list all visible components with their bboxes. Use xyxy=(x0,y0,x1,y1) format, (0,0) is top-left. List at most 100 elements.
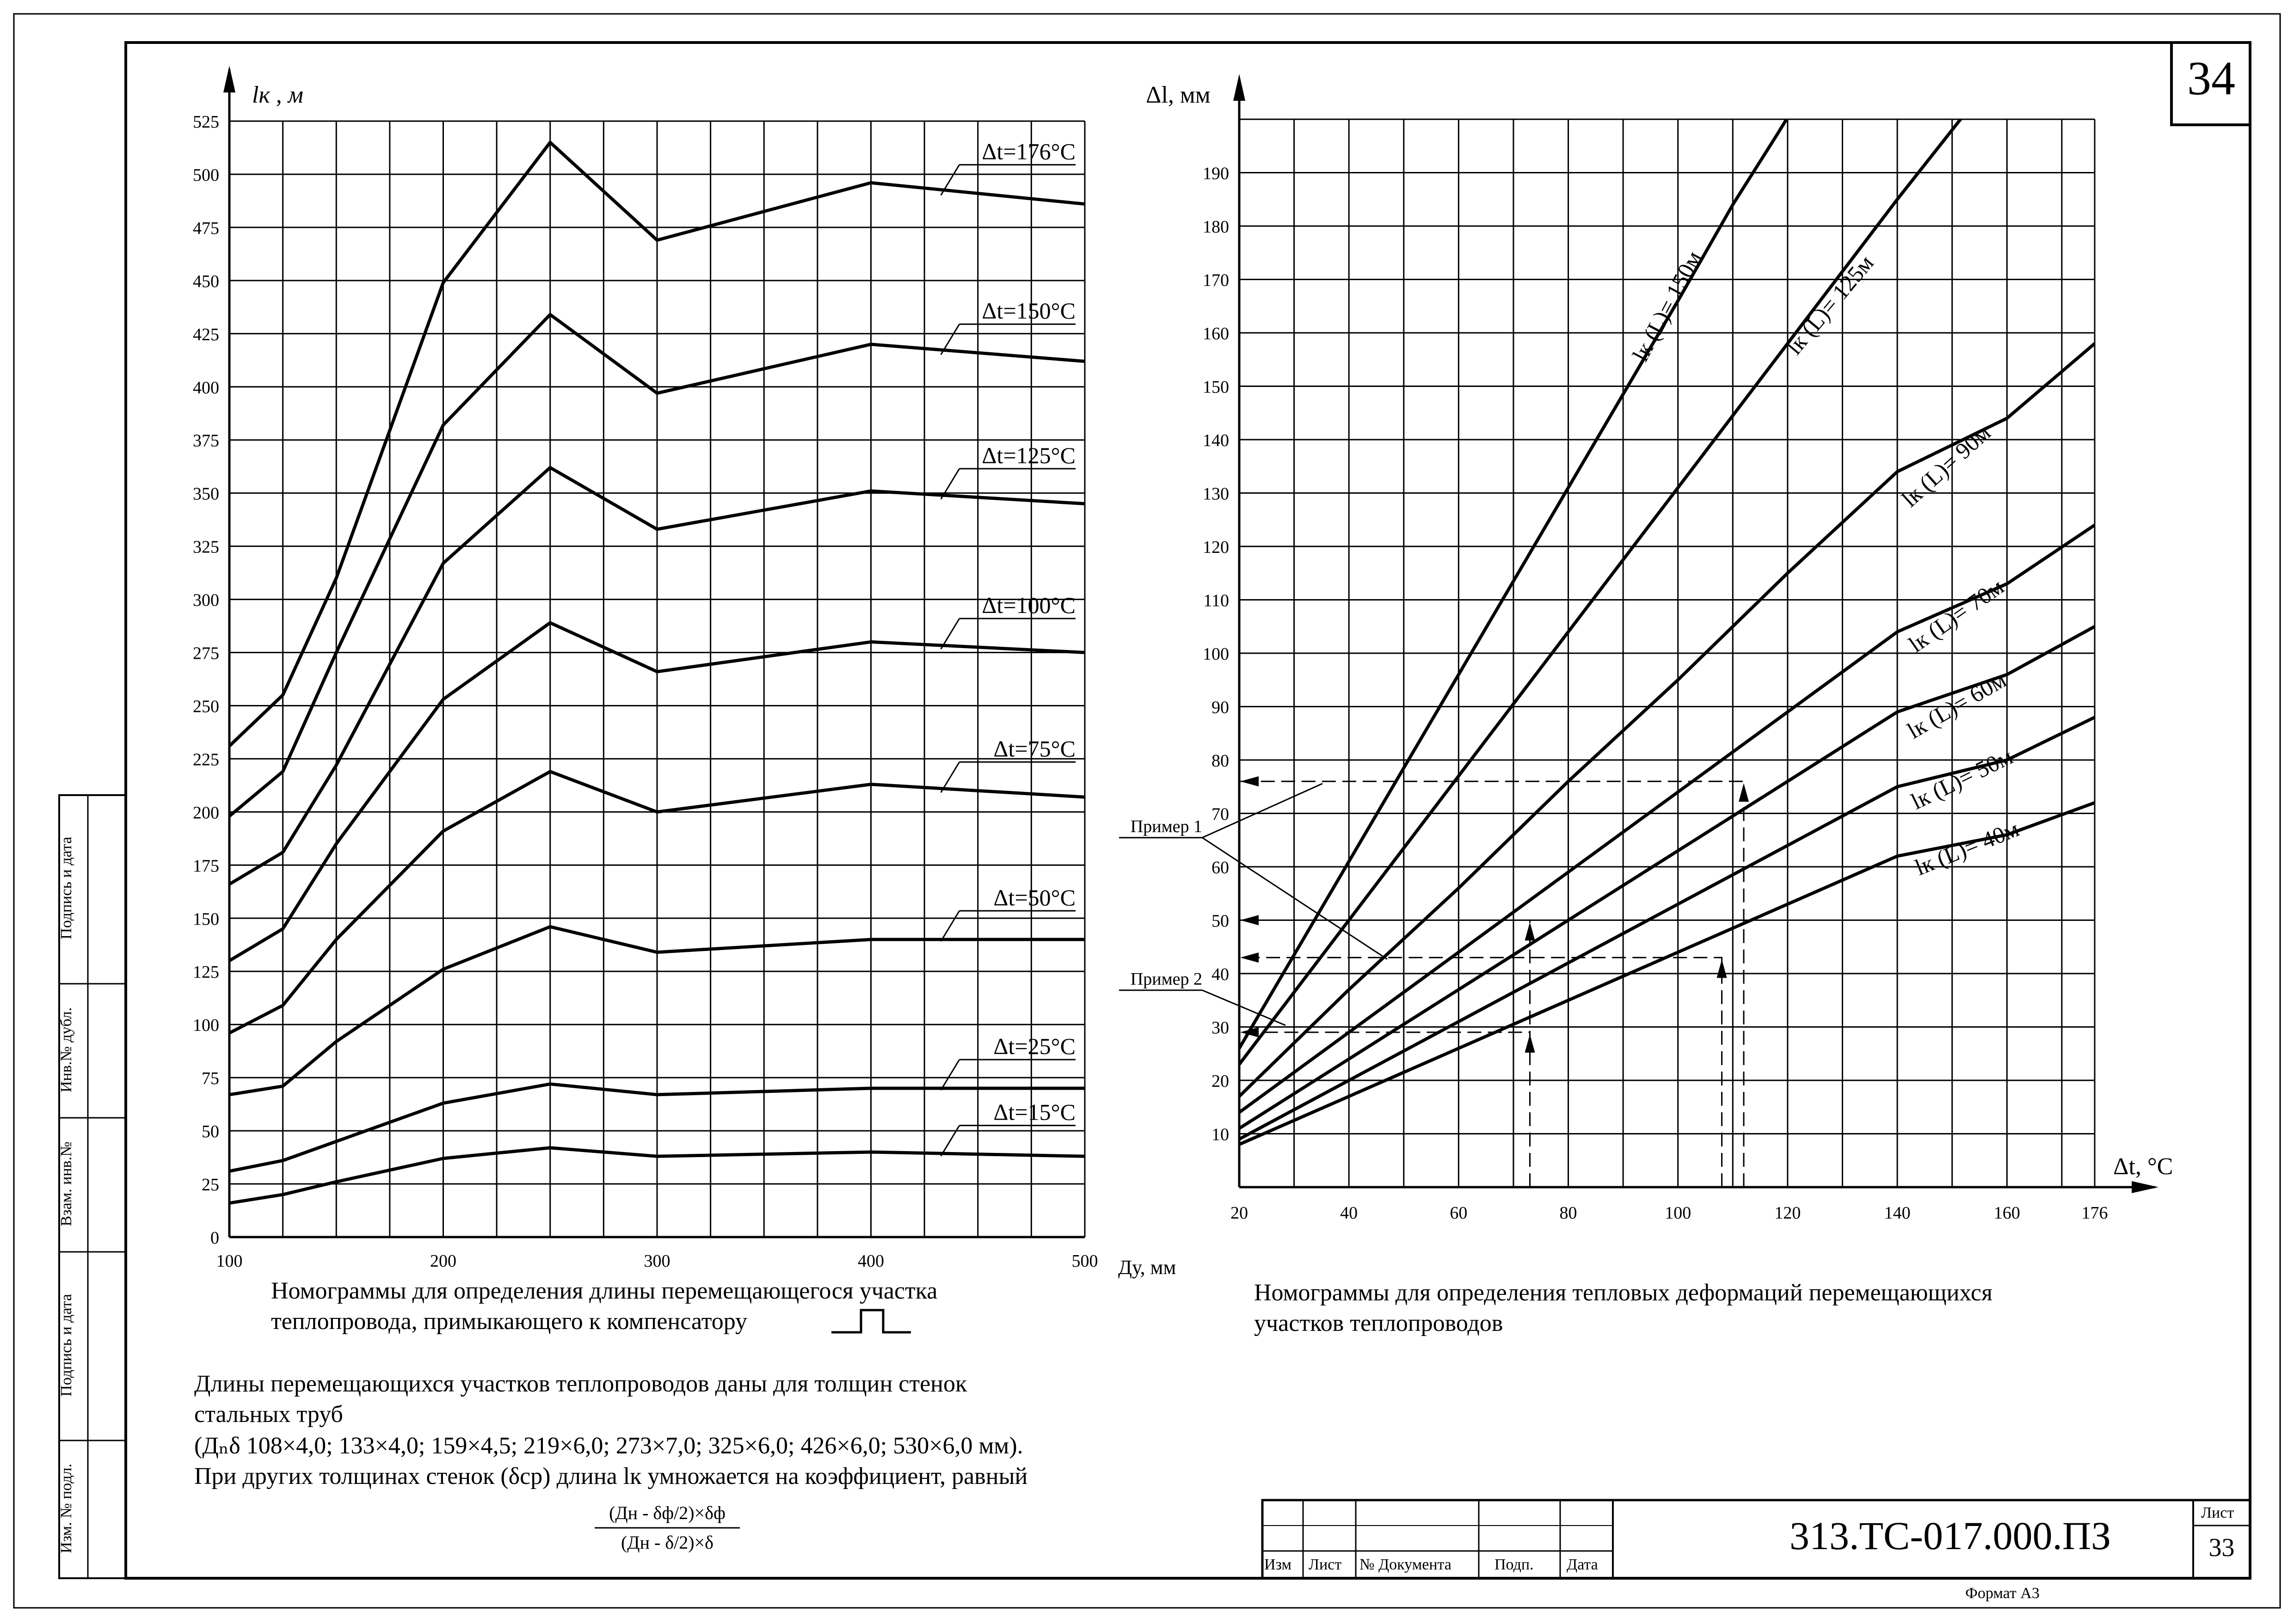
page-number-box xyxy=(2170,41,2251,126)
example-arrow-left xyxy=(1240,952,1259,963)
example-arrow-up xyxy=(1716,959,1727,978)
stamp-header-list: Лист xyxy=(1309,1556,1342,1573)
list-number: 33 xyxy=(2208,1533,2235,1562)
series-label-leader xyxy=(940,164,960,196)
example-arrow-left xyxy=(1240,1027,1259,1038)
example-arrow-up xyxy=(1739,783,1749,802)
y-tick-label: 200 xyxy=(193,803,219,822)
y-tick-label: 300 xyxy=(193,591,219,610)
y-tick-label: 60 xyxy=(1212,858,1229,877)
series-label: Δt=150°C xyxy=(982,298,1076,324)
x-tick-label: 160 xyxy=(1994,1203,2020,1223)
y-axis-arrow xyxy=(223,66,235,92)
outer-trim xyxy=(13,13,2281,1609)
x-tick-label: 140 xyxy=(1884,1203,1911,1223)
x-tick-label: 100 xyxy=(216,1251,243,1271)
format-label: Формат А3 xyxy=(1965,1585,2040,1602)
series-line xyxy=(1239,801,2095,1146)
series-label-leader xyxy=(940,1059,960,1091)
y-tick-label: 130 xyxy=(1203,484,1229,504)
series-label-leader xyxy=(940,910,960,942)
y-axis-label: Δl, мм xyxy=(1146,82,1211,108)
right-caption-line2: участков теплопроводов xyxy=(1254,1310,1503,1336)
example-dashed-path xyxy=(1239,780,1745,1187)
y-tick-label: 190 xyxy=(1203,164,1229,184)
list-label: Лист xyxy=(2201,1504,2234,1521)
y-tick-label: 75 xyxy=(202,1069,219,1088)
y-tick-label: 120 xyxy=(1203,538,1229,557)
series-label: Δt=50°C xyxy=(993,884,1076,910)
y-tick-label: 150 xyxy=(193,909,219,929)
example-dashed-path xyxy=(1239,956,1723,1187)
series-line xyxy=(228,770,1085,1035)
y-tick-label: 275 xyxy=(193,644,219,663)
x-tick-label: 20 xyxy=(1230,1203,1248,1223)
coefficient-numerator: (Дн - δф/2)×δф xyxy=(609,1502,726,1523)
series-label: Δt=100°C xyxy=(982,592,1076,618)
y-tick-label: 180 xyxy=(1203,217,1229,237)
y-tick-label: 475 xyxy=(193,219,219,238)
series-line xyxy=(228,621,1085,962)
note-line2: стальных труб xyxy=(194,1401,343,1428)
chart-deformation-nomogram: 10 20 30 40 50 60 70 80 90 100 110 120 130 140 150 160 1… xyxy=(1119,74,2173,1223)
document-code: 313.ТС-017.000.ПЗ xyxy=(1790,1514,2111,1558)
example-1-leader xyxy=(1202,783,1323,839)
y-tick-label: 125 xyxy=(193,962,219,982)
series-label-leader xyxy=(940,468,960,500)
series-label: lк (L)= 150м xyxy=(1627,246,1707,366)
x-tick-label: 400 xyxy=(858,1251,884,1271)
example-arrow-up xyxy=(1525,1034,1535,1053)
side-label-izm-podl: Изм. № подл. xyxy=(58,1464,75,1553)
series-line xyxy=(1239,625,2095,1130)
series-label: Δt=176°C xyxy=(982,138,1076,164)
y-tick-label: 160 xyxy=(1203,324,1229,343)
series-label: Δt=75°C xyxy=(993,735,1076,761)
x-tick-label: 200 xyxy=(430,1251,456,1271)
example-2-leader xyxy=(1202,989,1286,1026)
example-arrow-up xyxy=(1525,922,1535,941)
x-tick-label: 500 xyxy=(1072,1251,1098,1271)
x-tick-label: 80 xyxy=(1560,1203,1577,1223)
side-label-signature-2: Подпись и дата xyxy=(58,1294,75,1397)
note-line4: При других толщинах стенок (δср) длина l… xyxy=(194,1463,1028,1489)
y-tick-label: 40 xyxy=(1212,965,1229,984)
y-tick-label: 525 xyxy=(193,112,219,132)
series-label: Δt=25°C xyxy=(993,1033,1076,1059)
series-line xyxy=(1239,119,1789,1049)
y-tick-label: 30 xyxy=(1212,1018,1229,1038)
series-label: Δt=125°C xyxy=(982,442,1076,468)
series-line xyxy=(229,1082,1085,1173)
series-line xyxy=(1239,119,1963,1066)
x-tick-label: 40 xyxy=(1340,1203,1358,1223)
main-frame xyxy=(124,41,2251,1580)
y-tick-label: 350 xyxy=(193,484,219,504)
example-dashed-path xyxy=(1239,1031,1531,1187)
note-line3: (Дₙδ 108×4,0; 133×4,0; 159×4,5; 219×6,0;… xyxy=(194,1433,1023,1459)
coefficient-denominator: (Дн - δ/2)×δ xyxy=(621,1532,714,1553)
stamp-header-document: № Документа xyxy=(1359,1556,1451,1573)
note-line1: Длины перемещающихся участков теплопрово… xyxy=(194,1371,967,1397)
example-2-label: Пример 2 xyxy=(1131,969,1202,989)
series-label-leader xyxy=(940,761,960,793)
stamp-header-date: Дата xyxy=(1567,1556,1598,1573)
series-label: lк (L)= 70м xyxy=(1904,573,2008,657)
y-tick-label: 50 xyxy=(202,1122,219,1141)
series-label: Δt=15°C xyxy=(993,1099,1076,1125)
y-tick-label: 25 xyxy=(202,1175,219,1195)
y-tick-label: 90 xyxy=(1212,698,1229,717)
page-number: 34 xyxy=(2187,52,2235,105)
y-tick-label: 100 xyxy=(1203,644,1229,664)
x-tick-label: 100 xyxy=(1665,1203,1691,1223)
y-tick-label: 10 xyxy=(1212,1125,1229,1145)
y-tick-label: 50 xyxy=(1212,912,1229,931)
example-1-label: Пример 1 xyxy=(1131,817,1202,836)
y-tick-label: 0 xyxy=(210,1228,219,1248)
y-tick-label: 80 xyxy=(1212,751,1229,771)
x-tick-label: 120 xyxy=(1774,1203,1801,1223)
example-arrow-left xyxy=(1240,915,1259,925)
y-axis-arrow xyxy=(1233,74,1245,101)
series-label-leader xyxy=(940,618,960,650)
x-tick-label: 176 xyxy=(2082,1203,2108,1223)
